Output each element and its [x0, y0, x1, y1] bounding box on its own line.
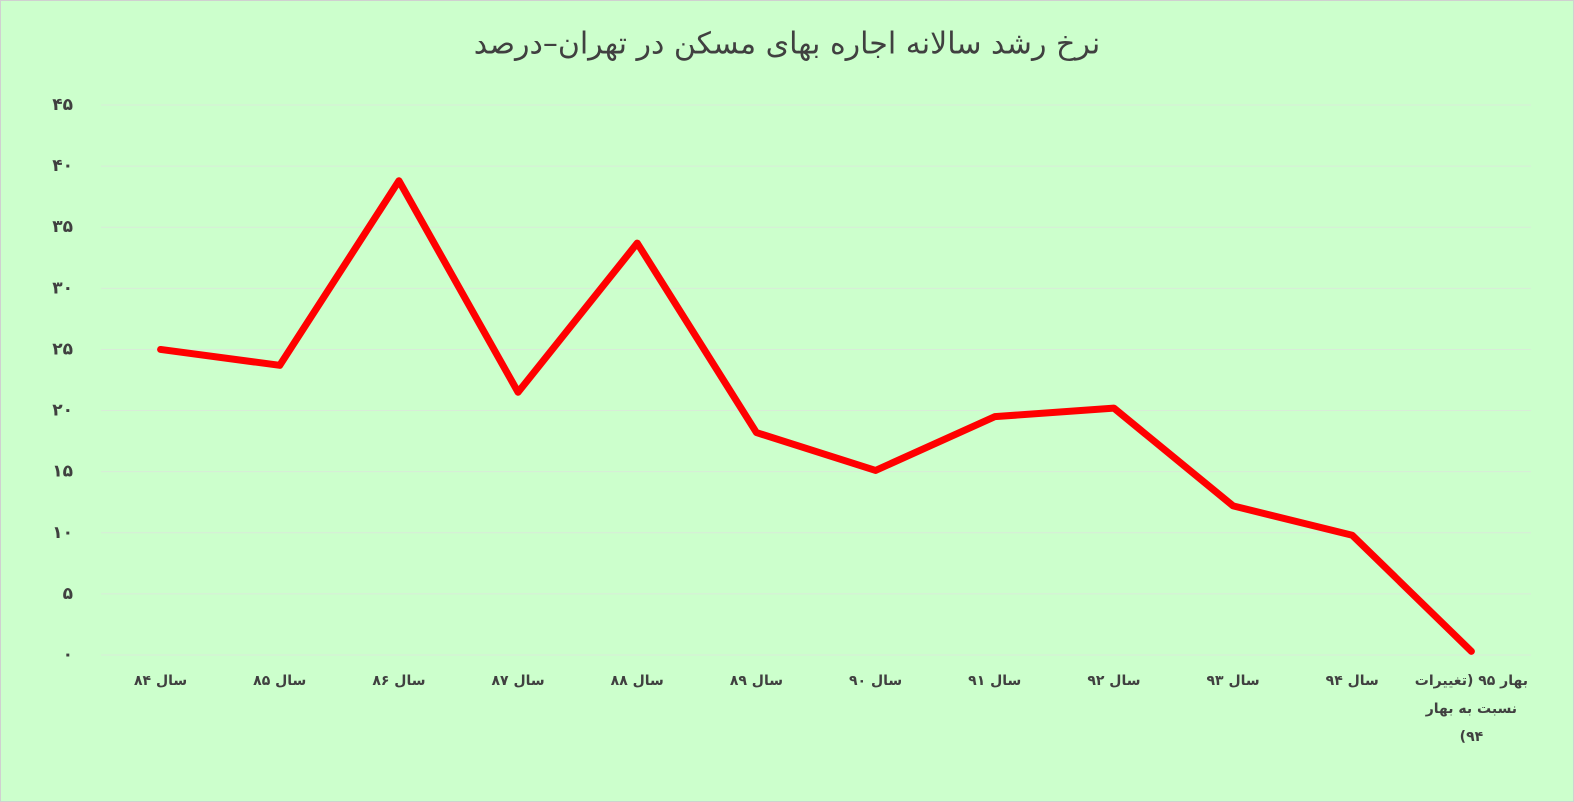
y-tick-label: ۰ [63, 645, 73, 665]
data-line [157, 177, 1475, 655]
y-tick-label: ۴۵ [52, 95, 73, 115]
x-tick-label: سال ۹۴ [1325, 673, 1379, 689]
x-tick-label: سال ۸۶ [372, 673, 426, 689]
x-tick-label: سال ۹۳ [1206, 673, 1260, 689]
x-tick-label: سال ۸۹ [729, 673, 783, 689]
y-tick-label: ۵ [63, 584, 73, 604]
y-tick-label: ۳۵ [52, 217, 73, 237]
x-tick-label: سال ۹۰ [849, 673, 903, 689]
x-tick-label: سال ۹۱ [968, 673, 1022, 689]
x-tick-label: سال ۸۵ [253, 673, 307, 689]
chart-title: نرخ رشد سالانه اجاره بهای مسکن در تهران–… [474, 27, 1100, 62]
y-tick-label: ۴۰ [52, 156, 73, 176]
y-tick-label: ۲۵ [52, 339, 73, 359]
y-tick-label: ۱۵ [52, 462, 73, 482]
y-tick-label: ۱۰ [52, 523, 73, 543]
x-tick-label: سال ۸۸ [610, 673, 664, 689]
y-tick-label: ۳۰ [52, 278, 73, 298]
x-tick-label: سال ۸۷ [491, 673, 545, 689]
x-tick-label: سال ۸۴ [134, 673, 188, 689]
x-tick-label: سال ۹۲ [1087, 673, 1141, 689]
y-tick-label: ۲۰ [52, 401, 73, 421]
x-tick-label: بهار ۹۵ (تغییرات نسبت به بهار ۹۴) [1414, 673, 1529, 745]
